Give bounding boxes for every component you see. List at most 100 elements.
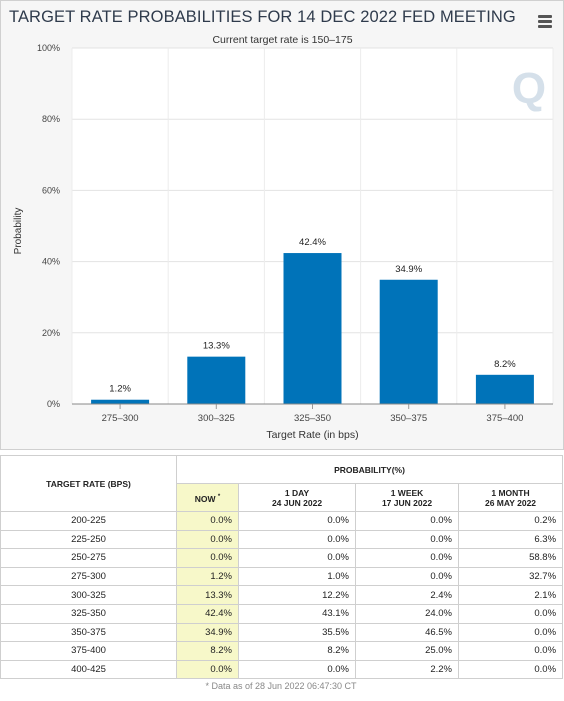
y-axis-title: Probability — [13, 208, 24, 255]
chart-panel: Q 0% 20% 40% 60% 80% 100% 1.2% 275–300 13.3% 300–3… — [0, 0, 564, 450]
cell-1-week: 25.0% — [355, 641, 459, 661]
cell-1-month: 2.1% — [457, 585, 564, 605]
header-now-asterisk: * — [217, 493, 221, 500]
cell-now: 0.0% — [176, 529, 239, 550]
header-now-label: NOW — [194, 493, 216, 504]
table-row: 400-425 0.0% 0.0% 2.2% 0.0% — [0, 659, 564, 680]
cell-1-month: 32.7% — [457, 566, 564, 587]
cell-now: 42.4% — [176, 603, 239, 624]
y-tick-label: 80% — [42, 114, 60, 124]
header-probability: PROBABILITY(%) — [175, 455, 564, 484]
data-label: 8.2% — [494, 359, 516, 370]
bar — [379, 279, 438, 404]
cell-1-week: 2.4% — [355, 585, 459, 605]
watermark-logo: Q — [512, 64, 546, 113]
cell-1-week: 2.2% — [355, 659, 459, 680]
cell-1-week: 46.5% — [355, 622, 459, 643]
chart-subtitle: Current target rate is 150–175 — [212, 34, 352, 46]
probability-table: TARGET RATE (BPS) PROBABILITY(%) NOW * 1… — [0, 455, 564, 680]
x-tick-label: 350–375 — [390, 413, 427, 424]
x-axis-title: Target Rate (in bps) — [266, 429, 358, 441]
cell-1-day: 0.0% — [238, 548, 356, 568]
header-1-day: 1 DAY 24 JUN 2022 — [238, 483, 356, 512]
cell-now: 13.3% — [176, 585, 239, 605]
bar — [187, 356, 246, 404]
cell-now: 1.2% — [176, 566, 239, 587]
cell-1-month: 58.8% — [457, 548, 564, 568]
probability-table-wrap: TARGET RATE (BPS) PROBABILITY(%) NOW * 1… — [0, 455, 564, 691]
cell-now: 0.0% — [176, 548, 239, 568]
cell-1-month: 0.2% — [457, 511, 564, 531]
cell-rate: 200-225 — [0, 511, 177, 531]
table-row: 300-325 13.3% 12.2% 2.4% 2.1% — [0, 585, 564, 605]
cell-rate: 375-400 — [0, 641, 177, 661]
y-tick-label: 40% — [42, 257, 60, 267]
bar — [475, 374, 534, 404]
header-target-rate: TARGET RATE (BPS) — [0, 455, 177, 512]
header-1-month-date: 26 MAY 2022 — [484, 497, 537, 508]
cell-rate: 350-375 — [0, 622, 177, 643]
cell-rate: 300-325 — [0, 585, 177, 605]
chart-title: TARGET RATE PROBABILITIES FOR 14 DEC 202… — [9, 8, 516, 26]
cell-rate: 400-425 — [0, 659, 177, 680]
data-label: 1.2% — [109, 384, 131, 395]
data-timestamp-footnote: * Data as of 28 Jun 2022 06:47:30 CT — [205, 681, 357, 692]
table-row: 275-300 1.2% 1.0% 0.0% 32.7% — [0, 566, 564, 587]
cell-1-week: 0.0% — [355, 548, 459, 568]
cell-rate: 275-300 — [0, 566, 177, 587]
x-tick-label: 325–350 — [294, 413, 331, 424]
cell-1-week: 0.0% — [355, 511, 459, 531]
table-row: 325-350 42.4% 43.1% 24.0% 0.0% — [0, 603, 564, 624]
header-1-week: 1 WEEK 17 JUN 2022 — [355, 483, 459, 512]
cell-now: 34.9% — [176, 622, 239, 643]
cell-1-day: 0.0% — [238, 511, 356, 531]
cell-rate: 225-250 — [0, 529, 177, 550]
cell-now: 8.2% — [176, 641, 239, 661]
cell-rate: 325-350 — [0, 603, 177, 624]
cell-1-week: 24.0% — [355, 603, 459, 624]
y-tick-label: 20% — [42, 328, 60, 338]
header-1-week-date: 17 JUN 2022 — [381, 497, 433, 508]
cell-1-month: 0.0% — [457, 603, 564, 624]
table-row: 250-275 0.0% 0.0% 0.0% 58.8% — [0, 548, 564, 568]
data-label: 13.3% — [203, 341, 230, 352]
cell-now: 0.0% — [176, 659, 239, 680]
cell-1-day: 12.2% — [238, 585, 356, 605]
x-tick-label: 275–300 — [102, 413, 139, 424]
cell-1-day: 0.0% — [238, 659, 356, 680]
cell-1-day: 8.2% — [238, 641, 356, 661]
header-1-week-label: 1 WEEK — [390, 487, 424, 498]
y-tick-label: 0% — [47, 399, 60, 409]
hamburger-menu-icon[interactable] — [538, 15, 552, 28]
table-row: 350-375 34.9% 35.5% 46.5% 0.0% — [0, 622, 564, 643]
cell-now: 0.0% — [176, 511, 239, 531]
header-1-month: 1 MONTH 26 MAY 2022 — [457, 483, 564, 512]
y-tick-label: 100% — [37, 43, 60, 53]
cell-1-month: 0.0% — [457, 659, 564, 680]
cell-1-month: 0.0% — [457, 641, 564, 661]
y-tick-label: 60% — [42, 185, 60, 195]
cell-1-day: 35.5% — [238, 622, 356, 643]
cell-rate: 250-275 — [0, 548, 177, 568]
table-row: 375-400 8.2% 8.2% 25.0% 0.0% — [0, 641, 564, 661]
cell-1-day: 43.1% — [238, 603, 356, 624]
cell-1-month: 6.3% — [457, 529, 564, 550]
header-1-day-label: 1 DAY — [284, 487, 310, 498]
x-tick-label: 300–325 — [198, 413, 235, 424]
cell-1-week: 0.0% — [355, 566, 459, 587]
table-row: 200-225 0.0% 0.0% 0.0% 0.2% — [0, 511, 564, 531]
header-now: NOW * — [176, 483, 239, 512]
data-label: 34.9% — [395, 264, 422, 275]
header-1-month-label: 1 MONTH — [491, 487, 530, 498]
data-label: 42.4% — [299, 237, 326, 248]
bar — [91, 399, 150, 404]
x-tick-label: 375–400 — [486, 413, 523, 424]
cell-1-day: 1.0% — [238, 566, 356, 587]
table-row: 225-250 0.0% 0.0% 0.0% 6.3% — [0, 529, 564, 550]
header-1-day-date: 24 JUN 2022 — [271, 497, 323, 508]
cell-1-month: 0.0% — [457, 622, 564, 643]
cell-1-week: 0.0% — [355, 529, 459, 550]
bar-chart: Q 0% 20% 40% 60% 80% 100% 1.2% 275–300 13.3% 300–3… — [13, 34, 554, 441]
bar — [283, 253, 342, 404]
cell-1-day: 0.0% — [238, 529, 356, 550]
